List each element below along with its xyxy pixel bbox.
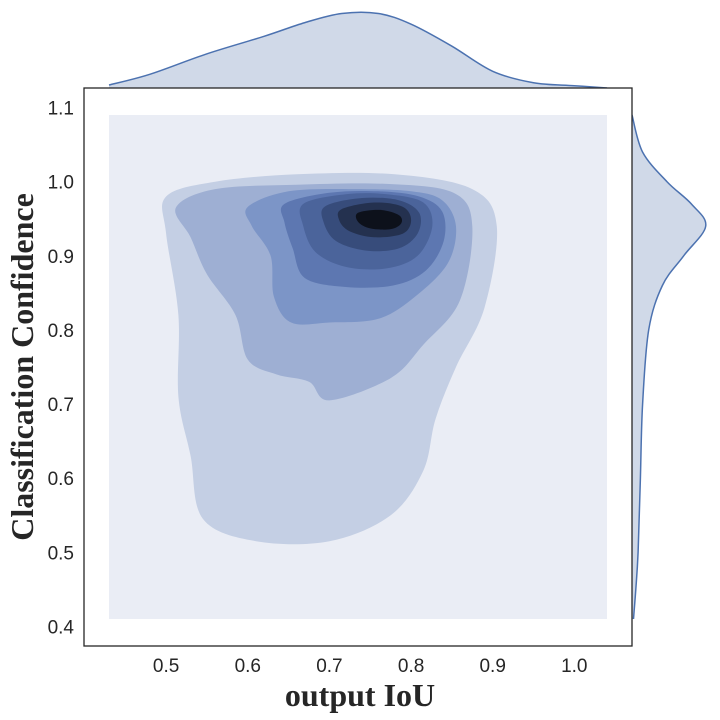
marginal-x-density <box>108 11 608 89</box>
x-tick-label: 0.5 <box>153 656 179 677</box>
marginal-y-density <box>631 114 707 620</box>
kde-contours <box>162 172 498 545</box>
y-tick-label: 0.7 <box>48 395 74 416</box>
x-tick-label: 0.6 <box>235 656 261 677</box>
plot-frame <box>83 87 633 647</box>
kde-level-8 <box>355 209 403 230</box>
x-axis-title: output IoU <box>285 677 435 713</box>
x-axis-ticks: 0.5 0.6 0.7 0.8 0.9 1.0 <box>153 656 588 677</box>
x-tick-label: 0.8 <box>398 656 424 677</box>
marginal-x-line <box>108 11 608 89</box>
x-tick-label: 0.9 <box>479 656 505 677</box>
y-tick-label: 0.5 <box>48 543 74 564</box>
y-tick-label: 0.4 <box>48 617 75 638</box>
marginal-y-fill <box>632 115 706 619</box>
y-tick-label: 0.8 <box>48 321 74 342</box>
y-tick-label: 1.0 <box>48 173 74 194</box>
marginal-x-fill <box>109 12 607 88</box>
y-tick-label: 0.6 <box>48 469 74 490</box>
marginal-y-line <box>631 114 707 620</box>
x-tick-label: 1.0 <box>561 656 587 677</box>
y-tick-label: 1.1 <box>48 99 74 120</box>
y-tick-label: 0.9 <box>48 247 74 268</box>
x-tick-label: 0.7 <box>316 656 342 677</box>
y-axis-ticks: 0.4 0.5 0.6 0.7 0.8 0.9 1.0 1.1 <box>48 99 75 639</box>
y-axis-title: Classification Confidence <box>4 193 40 541</box>
